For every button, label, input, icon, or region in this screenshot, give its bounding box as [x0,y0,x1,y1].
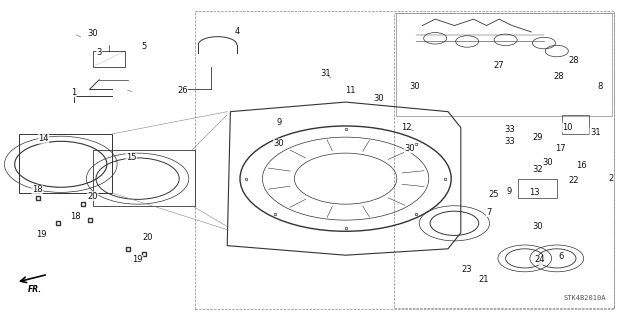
Text: 26: 26 [177,86,188,95]
Text: 10: 10 [562,123,572,132]
Text: 30: 30 [543,158,553,167]
Text: 18: 18 [70,212,81,221]
Text: 14: 14 [38,134,49,143]
Text: 7: 7 [486,208,492,217]
Text: 25: 25 [489,190,499,199]
Text: 30: 30 [410,82,420,91]
Text: 27: 27 [494,61,504,70]
Text: 12: 12 [401,123,412,132]
Text: 11: 11 [346,86,356,95]
Text: 1: 1 [71,88,76,97]
Text: 33: 33 [504,125,515,134]
Text: 30: 30 [374,94,384,103]
Text: 31: 31 [590,128,600,137]
Text: 2: 2 [609,174,614,183]
Text: 30: 30 [532,222,543,231]
Text: 22: 22 [568,176,579,185]
Text: 15: 15 [126,153,136,162]
Text: 32: 32 [532,165,543,174]
Text: 33: 33 [505,137,515,146]
Text: 17: 17 [555,144,565,153]
Text: 5: 5 [141,42,147,51]
Text: 28: 28 [554,72,564,81]
Text: 19: 19 [132,256,143,264]
Text: 23: 23 [462,265,472,274]
Text: 24: 24 [534,256,545,264]
Text: 6: 6 [558,252,563,261]
Text: 4: 4 [234,27,239,36]
Text: 9: 9 [506,187,511,196]
Text: 30: 30 [274,139,284,148]
Text: 28: 28 [568,56,579,65]
Text: 30: 30 [88,29,98,38]
Text: 18: 18 [32,185,42,194]
Text: 13: 13 [529,189,540,197]
Text: 19: 19 [36,230,47,239]
Text: 31: 31 [320,69,330,78]
Text: STK4B2010A: STK4B2010A [563,295,605,301]
Text: 3: 3 [97,48,102,57]
Text: 9: 9 [276,118,282,127]
Text: 20: 20 [142,233,152,242]
Text: 16: 16 [576,161,586,170]
Text: 29: 29 [532,133,543,142]
Text: 21: 21 [479,275,489,284]
Text: 30: 30 [404,144,415,153]
Text: 20: 20 [88,192,98,201]
Text: FR.: FR. [28,285,42,293]
Text: 8: 8 [598,82,603,91]
